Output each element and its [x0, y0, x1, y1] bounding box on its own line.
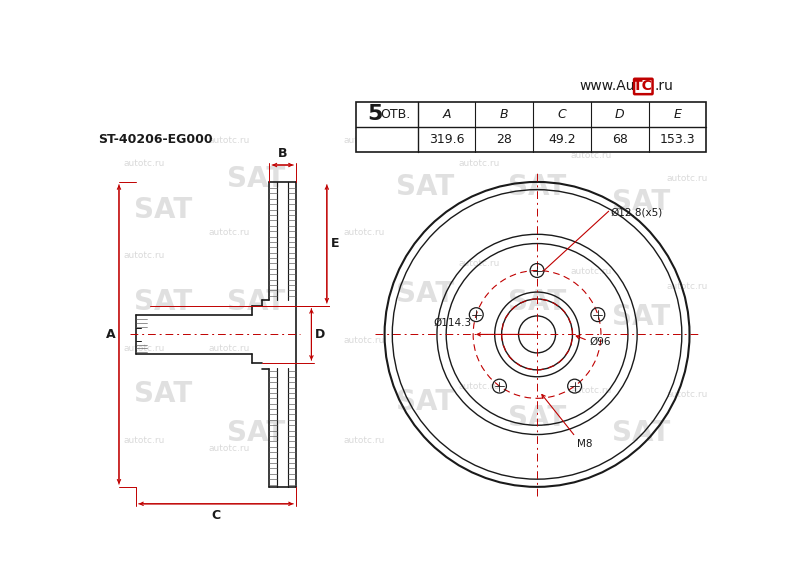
Text: autotc.ru: autotc.ru [458, 159, 500, 168]
Text: 49.2: 49.2 [548, 133, 576, 146]
Text: E: E [674, 108, 682, 121]
Text: SAT: SAT [612, 419, 670, 447]
Text: autotc.ru: autotc.ru [666, 390, 708, 399]
Text: SAT: SAT [612, 188, 670, 216]
Text: autotc.ru: autotc.ru [343, 228, 385, 237]
Text: autotc.ru: autotc.ru [343, 136, 385, 145]
Text: SAT: SAT [227, 288, 285, 316]
Text: 28: 28 [496, 133, 512, 146]
Text: SAT: SAT [227, 419, 285, 447]
Text: A: A [442, 108, 451, 121]
Text: Ø96: Ø96 [590, 337, 611, 347]
Text: autotc.ru: autotc.ru [208, 344, 250, 353]
Text: SAT: SAT [396, 172, 454, 201]
Text: SAT: SAT [134, 380, 193, 409]
Text: autotc.ru: autotc.ru [124, 436, 165, 445]
Text: B: B [500, 108, 509, 121]
Text: TC: TC [634, 80, 654, 93]
Text: .ru: .ru [654, 80, 673, 93]
Text: E: E [330, 237, 339, 250]
Text: autotc.ru: autotc.ru [208, 228, 250, 237]
Text: C: C [558, 108, 566, 121]
Text: SAT: SAT [508, 288, 566, 316]
Text: D: D [315, 328, 326, 341]
Text: SAT: SAT [508, 172, 566, 201]
Text: ST-40206-EG000: ST-40206-EG000 [98, 133, 214, 146]
Text: autotc.ru: autotc.ru [124, 344, 165, 353]
Text: A: A [106, 328, 115, 341]
Text: C: C [211, 509, 221, 522]
Text: autotc.ru: autotc.ru [458, 382, 500, 391]
Text: Ø12.8(x5): Ø12.8(x5) [610, 208, 662, 218]
Text: 5: 5 [367, 104, 382, 124]
Text: SAT: SAT [227, 165, 285, 193]
Text: autotc.ru: autotc.ru [666, 174, 708, 183]
Text: SAT: SAT [508, 403, 566, 431]
Text: www.Auto: www.Auto [579, 80, 649, 93]
Bar [356, 102, 706, 152]
Text: SAT: SAT [396, 388, 454, 416]
Text: B: B [278, 147, 287, 160]
Text: D: D [615, 108, 625, 121]
Text: 153.3: 153.3 [660, 133, 695, 146]
Text: SAT: SAT [612, 304, 670, 331]
Text: autotc.ru: autotc.ru [208, 444, 250, 453]
Text: autotc.ru: autotc.ru [666, 282, 708, 291]
Text: autotc.ru: autotc.ru [124, 159, 165, 168]
FancyBboxPatch shape [634, 79, 653, 94]
Text: Ø114.3: Ø114.3 [434, 318, 472, 328]
Text: autotc.ru: autotc.ru [124, 252, 165, 260]
Text: SAT: SAT [134, 288, 193, 316]
Text: 68: 68 [612, 133, 628, 146]
Text: M8: M8 [577, 439, 593, 449]
Text: autotc.ru: autotc.ru [208, 136, 250, 145]
Text: autotc.ru: autotc.ru [570, 267, 612, 276]
Text: autotc.ru: autotc.ru [343, 336, 385, 345]
Text: autotc.ru: autotc.ru [458, 259, 500, 268]
Text: autotc.ru: autotc.ru [343, 436, 385, 445]
Text: SAT: SAT [134, 195, 193, 223]
Text: ОТВ.: ОТВ. [381, 108, 411, 121]
Text: autotc.ru: autotc.ru [570, 151, 612, 160]
Text: 319.6: 319.6 [429, 133, 464, 146]
Text: autotc.ru: autotc.ru [570, 386, 612, 395]
Text: SAT: SAT [396, 280, 454, 308]
